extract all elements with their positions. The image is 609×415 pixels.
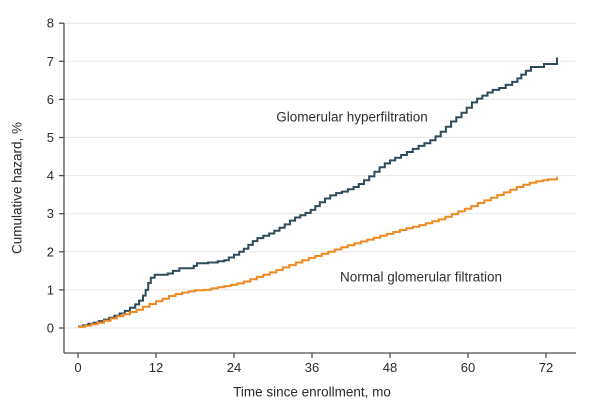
y-tick-label-4: 4 — [47, 168, 54, 183]
series-label-normal-glomerular-filtration: Normal glomerular filtration — [339, 269, 503, 285]
series-line-glomerular-hyperfiltration — [78, 57, 558, 328]
x-tick-label-24: 24 — [227, 360, 241, 375]
y-tick-label-8: 8 — [47, 16, 54, 31]
y-tick-label-3: 3 — [47, 206, 54, 221]
x-tick-label-12: 12 — [149, 360, 163, 375]
y-axis-title: Cumulative hazard, % — [9, 121, 25, 255]
y-tick-label-0: 0 — [47, 321, 54, 336]
y-tick-label-6: 6 — [47, 92, 54, 107]
y-tick-label-7: 7 — [47, 54, 54, 69]
y-tick-label-1: 1 — [47, 282, 54, 297]
x-tick-label-72: 72 — [539, 360, 553, 375]
series-line-normal-glomerular-filtration — [78, 176, 558, 328]
x-axis-title: Time since enrollment, mo — [233, 384, 391, 400]
x-tick-label-48: 48 — [383, 360, 397, 375]
y-tick-label-5: 5 — [47, 130, 54, 145]
series-label-glomerular-hyperfiltration: Glomerular hyperfiltration — [276, 109, 428, 125]
y-tick-label-2: 2 — [47, 244, 54, 259]
x-tick-label-0: 0 — [74, 360, 81, 375]
x-tick-label-36: 36 — [305, 360, 319, 375]
x-tick-label-60: 60 — [461, 360, 475, 375]
